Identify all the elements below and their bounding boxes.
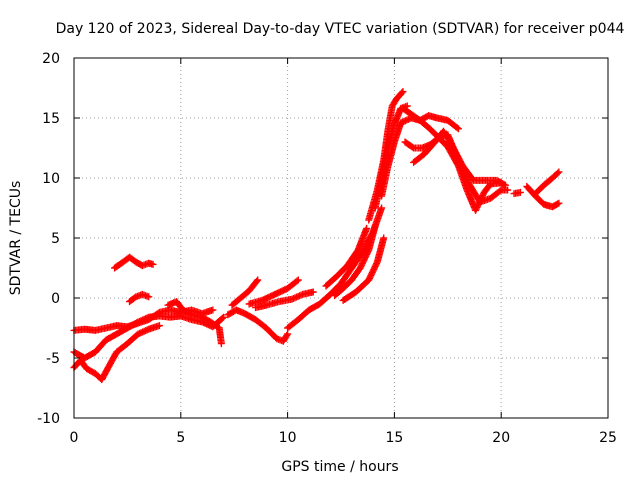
y-tick-label: 15 [42, 111, 60, 127]
data-point [501, 181, 509, 189]
data-point [516, 188, 524, 196]
data-point [294, 276, 302, 284]
data-point [555, 168, 563, 176]
x-tick-label: 0 [70, 430, 79, 446]
data-point [363, 224, 371, 232]
data-point [218, 314, 226, 322]
data-point [504, 186, 512, 194]
y-tick-label: 10 [42, 171, 60, 187]
series-track-22 [531, 168, 563, 198]
series-track-5 [126, 290, 153, 306]
series-track-23 [510, 188, 524, 198]
data-point [293, 277, 301, 285]
series-track-3 [70, 322, 163, 384]
data-point [453, 124, 461, 132]
x-tick-label: 15 [385, 430, 403, 446]
series-track-7 [224, 306, 292, 345]
x-tick-label: 20 [492, 430, 510, 446]
data-point [217, 340, 225, 348]
data-point [309, 288, 317, 296]
chart-title: Day 120 of 2023, Sidereal Day-to-day VTE… [56, 21, 625, 37]
data-point [254, 276, 262, 284]
series-track-12 [322, 224, 371, 290]
series-track-20 [410, 127, 509, 189]
x-tick-label: 25 [599, 430, 617, 446]
data-point [371, 222, 379, 230]
data-points [70, 88, 563, 384]
y-tick-label: 5 [51, 231, 60, 247]
y-tick-label: -5 [46, 351, 60, 367]
y-tick-label: 0 [51, 291, 60, 307]
axis-ticks: 0 5 10 15 20 25 -10 -5 0 5 10 15 20 [37, 51, 617, 446]
data-point [145, 293, 153, 301]
series-track-10 [252, 288, 317, 312]
y-tick-label: -10 [37, 411, 60, 427]
series-track-21 [523, 182, 563, 211]
series-track-4 [111, 253, 157, 272]
data-point [555, 199, 563, 207]
data-point [155, 322, 163, 330]
data-point [398, 89, 406, 97]
data-point [149, 260, 157, 268]
data-point [399, 88, 407, 96]
data-point [554, 200, 562, 208]
y-axis-label: SDTVAR / TECUs [8, 181, 24, 296]
data-point [380, 234, 388, 242]
data-point [220, 313, 228, 321]
series-track-17 [378, 112, 462, 200]
data-point [253, 277, 261, 285]
x-tick-label: 5 [176, 430, 185, 446]
data-point [378, 204, 386, 212]
series-track-14 [339, 234, 388, 304]
data-point [284, 330, 292, 338]
data-point [209, 306, 217, 314]
data-point [500, 180, 508, 188]
series-track-8 [228, 276, 262, 309]
data-point [283, 331, 291, 339]
series-track-13 [331, 222, 379, 300]
y-tick-label: 20 [42, 51, 60, 67]
series-track-6 [164, 298, 225, 348]
data-point [454, 125, 462, 133]
data-point [554, 169, 562, 177]
x-tick-label: 10 [279, 430, 297, 446]
x-axis-label: GPS time / hours [281, 459, 398, 475]
